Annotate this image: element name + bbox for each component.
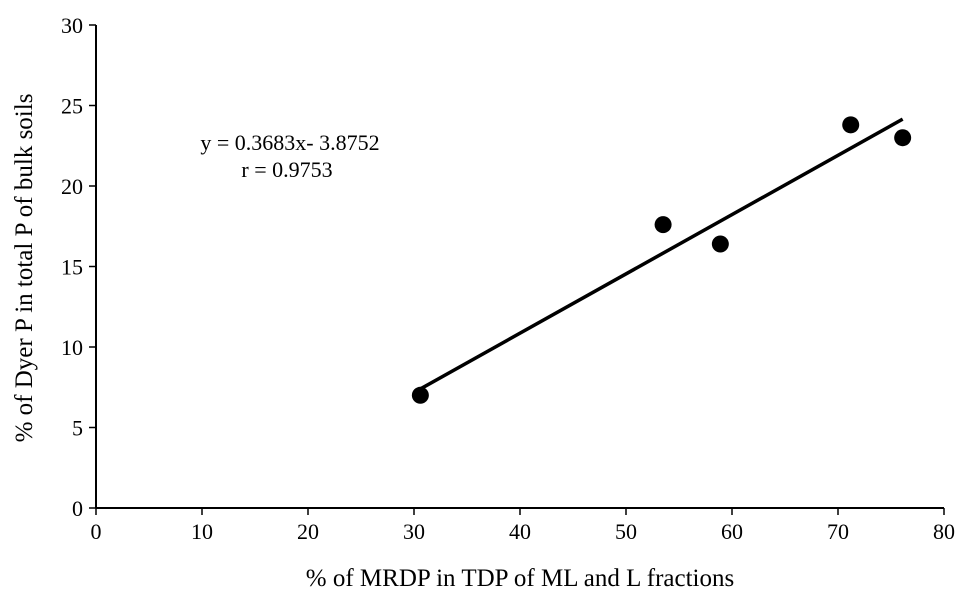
y-tick-label: 10 — [61, 335, 83, 360]
x-tick-label: 20 — [297, 519, 319, 544]
data-point — [654, 216, 672, 234]
data-point — [842, 116, 860, 134]
data-points — [411, 116, 912, 404]
y-tick-label: 15 — [61, 255, 83, 280]
y-tick-label: 25 — [61, 94, 83, 119]
y-tick-label: 30 — [61, 13, 83, 38]
x-axis-ticks: 0 10 20 30 40 50 60 70 80 — [91, 508, 955, 544]
regression-equation: y = 0.3683x- 3.8752 — [200, 130, 379, 155]
x-tick-label: 70 — [827, 519, 849, 544]
data-point — [894, 129, 912, 147]
y-axis-ticks: 0 5 10 15 20 25 30 — [61, 13, 96, 521]
x-tick-label: 0 — [91, 519, 102, 544]
x-tick-label: 40 — [509, 519, 531, 544]
x-axis-title: % of MRDP in TDP of ML and L fractions — [306, 565, 734, 592]
x-tick-label: 60 — [721, 519, 743, 544]
data-point — [411, 386, 429, 404]
y-tick-label: 5 — [72, 416, 83, 441]
x-tick-label: 80 — [933, 519, 955, 544]
y-axis-title: % of Dyer P in total P of bulk soils — [11, 94, 38, 443]
x-tick-label: 30 — [403, 519, 425, 544]
data-point — [711, 235, 729, 253]
trendline — [419, 117, 904, 391]
y-tick-label: 20 — [61, 174, 83, 199]
y-tick-label: 0 — [72, 496, 83, 521]
x-tick-label: 10 — [191, 519, 213, 544]
correlation-coefficient: r = 0.9753 — [241, 157, 332, 182]
x-tick-label: 50 — [615, 519, 637, 544]
